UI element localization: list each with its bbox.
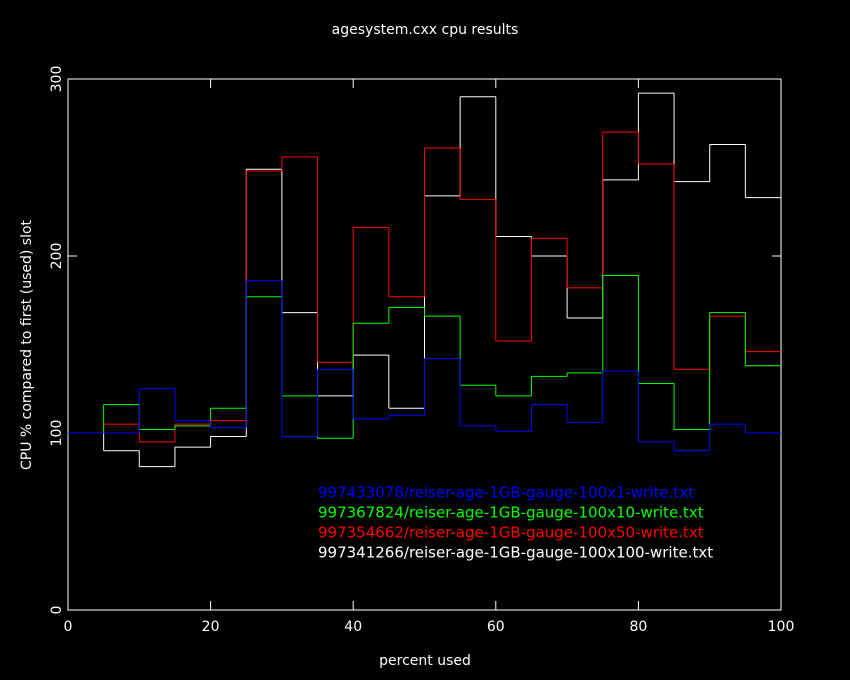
- legend-entry: 997367824/reiser-age-1GB-gauge-100x10-wr…: [318, 504, 704, 522]
- legend-entry: 997354662/reiser-age-1GB-gauge-100x50-wr…: [318, 524, 704, 542]
- x-tick-label: 100: [768, 619, 795, 635]
- x-axis-label: percent used: [379, 653, 471, 669]
- x-tick-label: 40: [344, 619, 362, 635]
- y-tick-label: 200: [49, 243, 65, 270]
- y-tick-label: 0: [49, 606, 65, 615]
- x-tick-label: 20: [202, 619, 220, 635]
- chart-title: agesystem.cxx cpu results: [332, 22, 519, 38]
- x-tick-label: 80: [629, 619, 647, 635]
- y-axis-label: CPU % compared to first (used) slot: [19, 219, 35, 470]
- x-tick-label: 0: [64, 619, 73, 635]
- y-tick-label: 300: [49, 66, 65, 93]
- legend-entry: 997341266/reiser-age-1GB-gauge-100x100-w…: [318, 544, 713, 562]
- legend-entry: 997433078/reiser-age-1GB-gauge-100x1-wri…: [318, 484, 694, 502]
- x-tick-label: 60: [487, 619, 505, 635]
- y-tick-label: 100: [49, 420, 65, 447]
- plot-frame: [67, 78, 782, 611]
